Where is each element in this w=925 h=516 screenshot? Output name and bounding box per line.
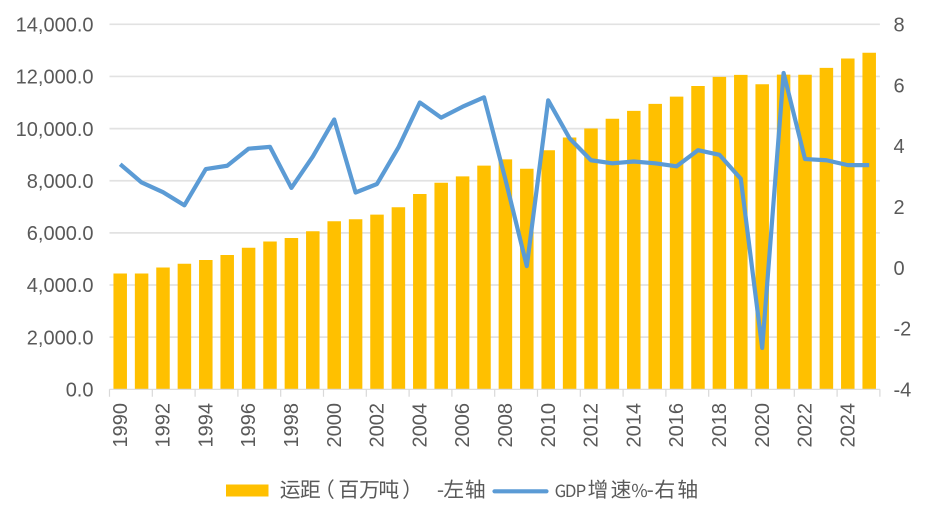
svg-text:10,000.0: 10,000.0 [16, 119, 94, 141]
svg-text:14,000.0: 14,000.0 [16, 15, 94, 37]
svg-text:2006: 2006 [452, 403, 474, 448]
svg-text:2016: 2016 [666, 403, 688, 448]
svg-text:1992: 1992 [153, 403, 175, 448]
svg-text:2012: 2012 [581, 403, 603, 448]
svg-text:2008: 2008 [495, 403, 517, 448]
svg-text:4: 4 [894, 136, 905, 158]
svg-text:2018: 2018 [709, 403, 731, 448]
svg-text:2024: 2024 [837, 403, 859, 448]
svg-text:2022: 2022 [795, 403, 817, 448]
svg-text:1990: 1990 [110, 403, 132, 448]
svg-text:6: 6 [894, 75, 905, 97]
svg-text:0: 0 [894, 258, 905, 280]
svg-text:2014: 2014 [623, 403, 645, 448]
svg-text:0.0: 0.0 [66, 380, 94, 402]
svg-text:2000: 2000 [324, 403, 346, 448]
svg-text:1996: 1996 [238, 403, 260, 448]
svg-text:2: 2 [894, 197, 905, 219]
svg-text:4,000.0: 4,000.0 [27, 275, 94, 297]
svg-text:8: 8 [894, 15, 905, 37]
svg-text:1994: 1994 [195, 403, 217, 448]
svg-text:2,000.0: 2,000.0 [27, 327, 94, 349]
svg-text:2020: 2020 [752, 403, 774, 448]
svg-text:6,000.0: 6,000.0 [27, 223, 94, 245]
svg-text:-2: -2 [894, 319, 912, 341]
svg-text:2004: 2004 [409, 403, 431, 448]
svg-text:2002: 2002 [367, 403, 389, 448]
svg-text:2010: 2010 [538, 403, 560, 448]
svg-text:-4: -4 [894, 380, 912, 402]
svg-text:1998: 1998 [281, 403, 303, 448]
svg-text:12,000.0: 12,000.0 [16, 67, 94, 89]
svg-text:8,000.0: 8,000.0 [27, 171, 94, 193]
